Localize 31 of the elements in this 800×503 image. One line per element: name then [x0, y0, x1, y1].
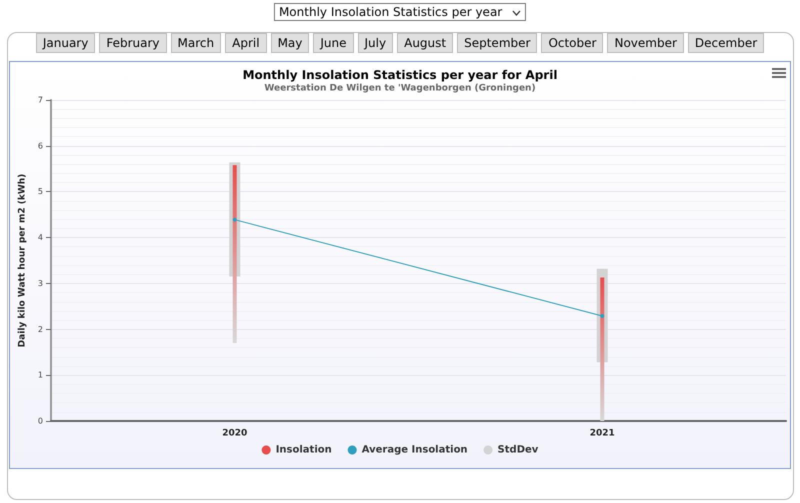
- month-button[interactable]: April: [225, 33, 267, 53]
- month-button[interactable]: March: [170, 33, 222, 53]
- chart-subtitle: Weerstation De Wilgen te 'Wagenborgen (Groningen): [264, 84, 536, 94]
- bar: [600, 277, 604, 421]
- month-button[interactable]: August: [397, 33, 454, 53]
- y-tick-label: 6: [38, 141, 43, 150]
- y-tick-label: 1: [38, 370, 43, 380]
- month-button[interactable]: December: [688, 33, 764, 53]
- y-tick-label: 7: [38, 96, 43, 104]
- y-tick-label: 2: [38, 324, 43, 334]
- bar: [232, 165, 237, 344]
- month-button[interactable]: January: [36, 33, 96, 53]
- legend-label: StdDev: [498, 444, 539, 456]
- legend-label: Average Insolation: [362, 444, 468, 456]
- x-tick-label: 2020: [222, 428, 248, 438]
- month-button[interactable]: June: [313, 33, 354, 53]
- month-button[interactable]: July: [358, 33, 394, 53]
- dropdown[interactable]: Monthly Insolation Statistics per year: [274, 3, 526, 21]
- x-tick-label: 2021: [590, 428, 615, 438]
- y-tick-label: 4: [38, 233, 43, 242]
- month-button[interactable]: September: [457, 33, 538, 53]
- y-tick-label: 3: [38, 278, 43, 288]
- month-button[interactable]: October: [541, 33, 604, 53]
- month-button[interactable]: May: [270, 33, 310, 53]
- chart-title: Monthly Insolation Statistics per year for April: [242, 68, 558, 82]
- month-button[interactable]: November: [607, 33, 684, 53]
- y-axis-title: Daily kilo Watt hour per m2 (kWh): [18, 174, 28, 348]
- y-tick-label: 0: [38, 416, 43, 426]
- y-tick-label: 5: [38, 187, 43, 196]
- legend-label: Insolation: [276, 444, 332, 456]
- month-button[interactable]: February: [99, 33, 167, 53]
